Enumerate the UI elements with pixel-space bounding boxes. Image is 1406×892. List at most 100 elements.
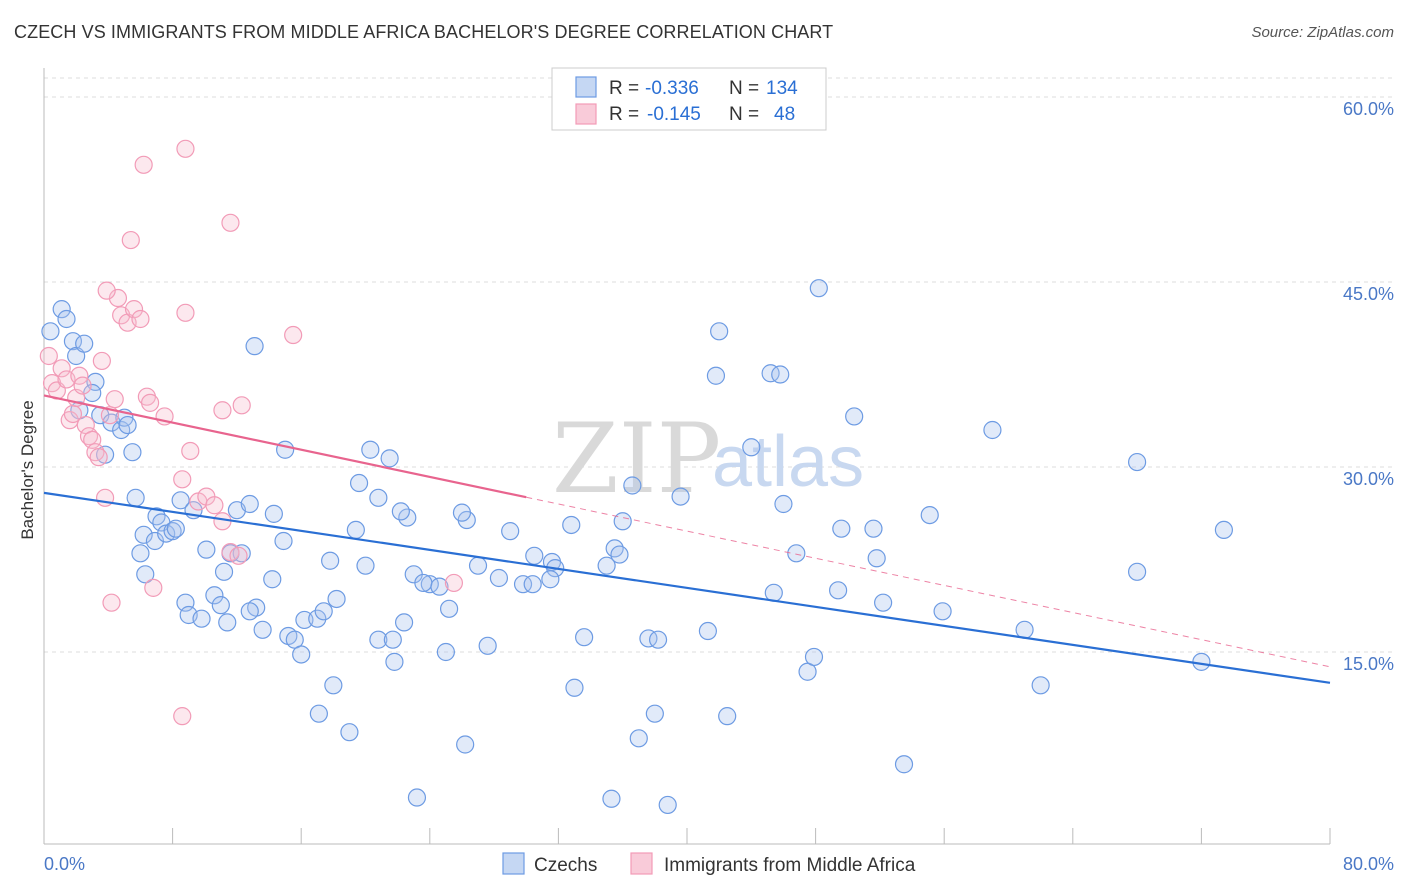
czech-point <box>430 577 449 596</box>
czech-point <box>369 488 388 507</box>
czech-point <box>629 729 648 748</box>
czech-point <box>131 544 150 563</box>
czech-point <box>874 593 893 612</box>
czech-point <box>804 647 824 667</box>
czech-point <box>245 337 264 356</box>
czech-point <box>774 494 793 514</box>
czech-point <box>439 599 459 618</box>
czech-point <box>145 531 165 551</box>
czech-point <box>771 365 790 384</box>
czech-point <box>166 519 185 538</box>
legend-n-value-1: 134 <box>766 78 798 99</box>
czech-point <box>407 788 427 807</box>
czech-point <box>126 488 145 507</box>
trendlines <box>43 394 1331 684</box>
czech-point <box>309 704 328 723</box>
czech-point <box>134 525 153 544</box>
middle-africa-point <box>105 390 124 409</box>
czech-point <box>541 570 560 589</box>
czech-point <box>394 613 414 632</box>
czech-point <box>562 515 581 535</box>
czech-point <box>610 545 629 564</box>
czech-point <box>602 789 621 808</box>
legend-n-label-1: N = <box>729 78 759 99</box>
czech-point <box>391 502 410 521</box>
czech-point <box>57 309 76 329</box>
middle-africa-point <box>213 512 232 531</box>
czech-point <box>314 602 333 621</box>
czech-point <box>489 568 509 588</box>
middle-africa-point <box>134 155 153 174</box>
czech-point <box>274 531 293 551</box>
middle-africa-point <box>108 288 128 308</box>
czech-point <box>456 735 475 754</box>
x-tick-labels: 0.0% 80.0% <box>44 854 1394 874</box>
middle-africa-point <box>173 470 192 489</box>
series-middle-africa <box>39 139 464 726</box>
legend-r-value-1: -0.336 <box>645 78 699 99</box>
czech-point <box>761 364 780 383</box>
y-axis-label: Bachelor's Degree <box>18 400 37 539</box>
czech-point <box>340 723 359 742</box>
czech-point <box>118 415 137 435</box>
czech-point <box>349 473 369 493</box>
czech-point <box>75 334 94 353</box>
czech-point <box>324 676 343 695</box>
bottom-legend-label-czechs: Czechs <box>534 855 597 876</box>
czech-point <box>864 519 883 538</box>
middle-africa-point <box>70 366 89 385</box>
czech-point <box>63 332 83 351</box>
watermark-zip: ZIP <box>552 403 721 515</box>
trendline-middle-africa <box>43 394 527 499</box>
legend-swatch-czechs <box>575 76 597 98</box>
czech-point <box>671 487 690 506</box>
bottom-legend: Czechs Immigrants from Middle Africa <box>502 852 916 876</box>
legend-r-label-2: R = <box>609 104 639 125</box>
czech-point <box>597 556 616 575</box>
czech-point <box>809 279 828 298</box>
czech-point <box>197 540 216 559</box>
middle-africa-point <box>444 573 464 593</box>
czech-point <box>240 494 259 514</box>
czech-point <box>452 503 472 522</box>
middle-africa-point <box>39 346 58 366</box>
czech-point <box>171 491 190 510</box>
axes <box>43 68 1331 845</box>
czech-point <box>1031 676 1050 695</box>
czech-point <box>214 562 234 581</box>
middle-africa-point <box>89 448 108 467</box>
middle-africa-point <box>97 281 116 300</box>
czech-point <box>1214 520 1234 540</box>
czech-point <box>648 630 668 649</box>
czech-point <box>240 602 259 621</box>
series-czechs <box>41 279 1234 815</box>
czech-point <box>1127 452 1147 472</box>
middle-africa-point <box>213 401 232 420</box>
czech-point <box>263 570 282 589</box>
chart-title: CZECH VS IMMIGRANTS FROM MIDDLE AFRICA B… <box>14 22 834 42</box>
czech-point <box>327 589 346 609</box>
czech-point <box>639 629 658 648</box>
czech-point <box>253 620 272 639</box>
czech-point <box>565 678 584 697</box>
czech-point <box>385 652 404 671</box>
czech-point <box>787 544 806 563</box>
watermark-atlas: atlas <box>712 422 864 502</box>
czech-point <box>523 575 542 594</box>
czech-point <box>605 539 624 558</box>
middle-africa-point <box>73 376 92 395</box>
bottom-legend-swatch-czechs <box>502 852 525 875</box>
middle-africa-point <box>102 593 121 612</box>
bottom-legend-swatch-middle-africa <box>630 852 653 875</box>
czech-point <box>369 630 388 649</box>
czech-point <box>218 613 237 632</box>
czech-point <box>292 645 311 664</box>
czech-point <box>205 586 224 605</box>
middle-africa-point <box>124 300 144 319</box>
czech-point <box>613 512 632 531</box>
czech-point <box>501 522 520 541</box>
trendline-czechs <box>43 491 1331 684</box>
y-tick-label: 60.0% <box>1343 99 1394 119</box>
gridlines <box>44 77 1394 653</box>
czech-point <box>845 407 864 426</box>
